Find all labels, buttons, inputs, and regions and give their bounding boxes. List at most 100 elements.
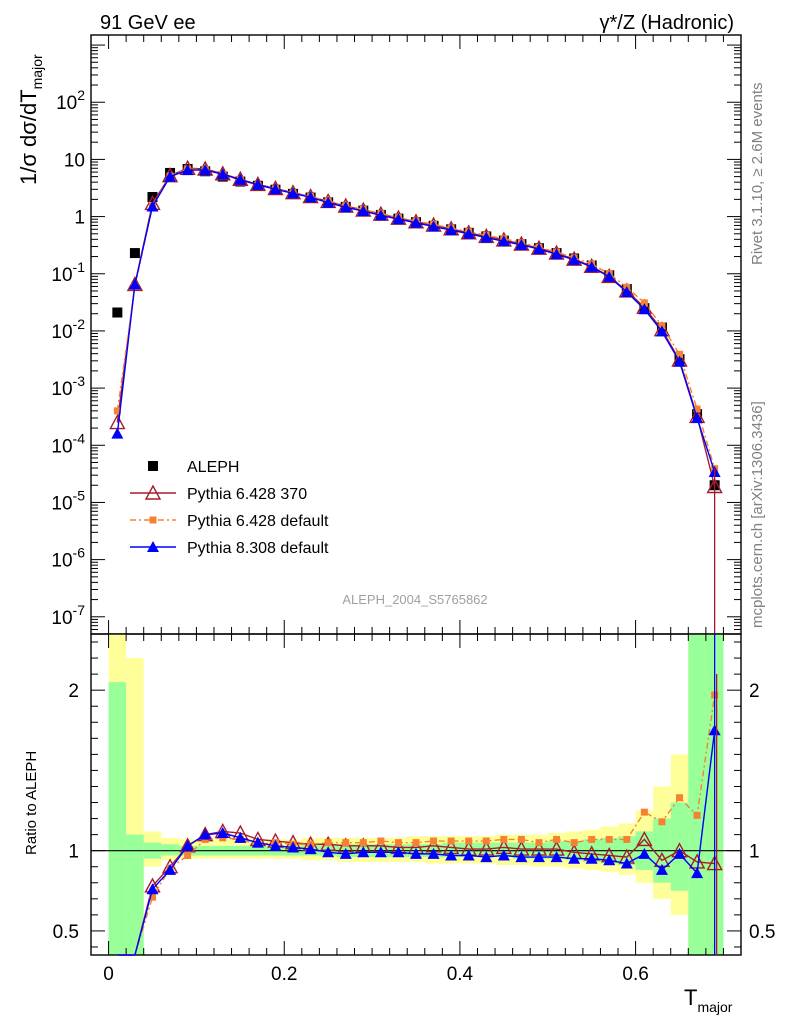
ratio-data-point — [658, 818, 666, 826]
ratio-data-point — [553, 835, 561, 843]
band-green — [670, 802, 689, 891]
ratio-data-point — [322, 846, 335, 858]
main-y-tick-label: 10-3 — [51, 373, 85, 400]
header-right: γ*/Z (Hadronic) — [600, 12, 734, 34]
ratio-data-point — [304, 843, 317, 855]
legend-entry-label: Pythia 6.428 default — [187, 513, 329, 530]
main-y-tick-label: 10-7 — [51, 602, 85, 629]
legend-entry-label: ALEPH — [187, 459, 239, 476]
ratio-data-point — [164, 863, 177, 875]
ratio-data-point — [638, 847, 651, 859]
ratio-y-tick-label: 1 — [68, 842, 79, 863]
ratio-data-point — [179, 837, 196, 853]
ratio-y-tick-label: 0.5 — [53, 922, 79, 943]
ratio-data-point — [447, 837, 455, 845]
ratio-data-point — [588, 835, 596, 843]
main-data-point — [287, 187, 300, 199]
ratio-data-point — [500, 835, 508, 843]
ratio-data-point — [515, 851, 528, 863]
legend-marker — [148, 461, 158, 471]
ratio-data-point — [234, 831, 247, 843]
main-data-point — [374, 209, 387, 221]
ratio-data-point — [377, 837, 385, 845]
main-panel: 10-7 10-6 10-5 10-4 10-3 10-2 10-1 1 10 102 — [51, 34, 742, 635]
ratio-data-point — [339, 847, 352, 859]
main-series — [109, 159, 723, 494]
ratio-data-point — [636, 830, 653, 847]
ratio-data-point — [410, 847, 422, 859]
main-data-point — [251, 178, 264, 190]
ratio-data-point — [623, 835, 631, 843]
ratio-data-point — [691, 867, 704, 879]
main-data-point — [603, 270, 616, 282]
ratio-data-point — [535, 839, 543, 847]
main-data-point — [585, 260, 598, 272]
main-y-tick-label: 10-6 — [51, 545, 85, 572]
main-data-point — [128, 278, 141, 290]
main-y-tick-label: 1 — [74, 208, 85, 229]
main-y-tick-label: 102 — [56, 87, 85, 114]
ratio-data-point — [148, 893, 156, 901]
main-data-point — [146, 200, 159, 212]
main-data-point — [199, 164, 212, 176]
main-y-tick-label: 10-2 — [51, 316, 85, 343]
rivet-label: Rivet 3.1.10, ≥ 2.6M events — [749, 83, 766, 266]
x-ticks — [108, 35, 724, 955]
main-series — [113, 165, 719, 473]
main-data-point — [691, 411, 704, 423]
band-green — [108, 682, 127, 955]
ratio-data-point — [480, 851, 493, 863]
ratio-data-point — [342, 839, 350, 847]
ratio-data-point — [287, 841, 300, 853]
ratio-data-point — [427, 847, 440, 859]
main-data-point — [638, 303, 651, 315]
ratio-data-point — [517, 835, 525, 843]
band-green — [547, 841, 566, 859]
x-tick-label: 0 — [103, 964, 114, 985]
main-data-point — [357, 205, 370, 217]
ratio-data-point — [199, 828, 212, 840]
main-data-point — [269, 183, 282, 195]
legend-marker — [147, 541, 159, 552]
ratio-data-point — [430, 837, 438, 845]
ratio-data-point — [394, 839, 402, 847]
ratio-series — [117, 691, 719, 956]
ratio-series-line — [117, 830, 715, 956]
ratio-data-point — [465, 837, 473, 845]
main-data-point — [112, 307, 123, 318]
main-series-line — [116, 168, 716, 469]
main-data-point — [673, 355, 686, 367]
ratio-series — [117, 822, 723, 956]
ratio-y-tick-label: 0.5 — [749, 922, 775, 943]
main-data-point — [568, 253, 581, 265]
main-series — [111, 164, 721, 478]
ratio-series — [117, 724, 721, 956]
ratio-data-point — [550, 851, 563, 863]
x-tick-label: 0.6 — [622, 964, 648, 985]
ratio-data-point — [269, 839, 282, 851]
ratio-data-point — [374, 846, 387, 858]
legend: ALEPH Pythia 6.428 370 Pythia 6.428 defaul… — [130, 459, 329, 557]
legend-marker — [149, 516, 157, 524]
main-data-point — [693, 405, 701, 413]
main-data-point — [480, 231, 493, 243]
ratio-y-tick-label: 2 — [68, 681, 79, 702]
main-data-point — [111, 427, 124, 439]
ratio-data-point — [216, 827, 229, 839]
legend-entry-label: Pythia 8.308 default — [187, 540, 329, 557]
main-series — [112, 163, 720, 491]
ratio-data-point — [620, 857, 633, 869]
band-green — [477, 842, 496, 858]
ratio-panel: 0 0.2 0.4 0.6 0.5 0.5 1 1 2 2 — [53, 35, 775, 985]
ratio-data-point — [568, 852, 581, 864]
legend-marker — [144, 484, 162, 500]
main-data-point — [620, 285, 633, 297]
main-data-point — [532, 243, 545, 255]
main-data-point — [113, 407, 121, 415]
ratio-data-point — [359, 839, 367, 847]
header-left: 91 GeV ee — [100, 12, 196, 34]
main-data-point — [497, 235, 510, 247]
main-data-point — [304, 191, 317, 203]
ratio-data-point — [585, 852, 598, 864]
ratio-data-point — [251, 836, 264, 848]
